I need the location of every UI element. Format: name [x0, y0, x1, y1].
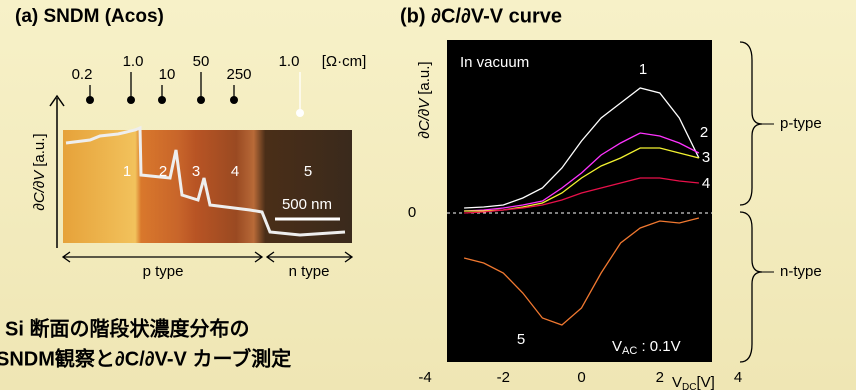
- panel-a-title: (a) SNDM (Acos): [15, 6, 164, 27]
- x-tick-label: -4: [418, 369, 431, 386]
- series-label: 2: [700, 124, 708, 141]
- pointer-dot: [158, 96, 166, 104]
- series-label: 1: [639, 61, 647, 78]
- region-label: 3: [192, 163, 200, 180]
- y-tick-label: 0: [408, 204, 416, 221]
- vac-rest: : 0.1V: [637, 338, 680, 355]
- pointer-dot: [86, 96, 94, 104]
- p-label: p type: [143, 263, 184, 280]
- y-symbol: ∂C/∂V: [31, 169, 48, 211]
- x-main: V: [672, 374, 682, 390]
- region-label: 4: [231, 163, 239, 180]
- bracket-label: p-type: [780, 115, 822, 132]
- pointer-dot: [127, 96, 135, 104]
- series-label: 5: [517, 331, 525, 348]
- resistivity-label: 50: [193, 53, 210, 70]
- n-label: n type: [289, 263, 330, 280]
- series-label: 4: [702, 175, 710, 192]
- y-unit: [a.u.]: [416, 61, 433, 94]
- x-tick-label: 0: [577, 369, 585, 386]
- pointer-dot: [296, 109, 304, 117]
- panel-a-y-label: ∂C/∂V [a.u.]: [31, 133, 48, 210]
- region-label: 5: [304, 163, 312, 180]
- y-unit: [a.u.]: [31, 133, 48, 166]
- y-symbol: ∂C/∂V: [416, 97, 433, 139]
- vac-main: V: [612, 338, 622, 355]
- bracket-label: n-type: [780, 263, 822, 280]
- chart-title: (b) ∂C/∂V-V curve: [400, 5, 562, 27]
- x-tick-label: 4: [734, 369, 742, 386]
- pointer-dot: [197, 96, 205, 104]
- caption: SNDM観察と∂C/∂V-V カーブ測定: [0, 346, 291, 370]
- caption: Si 断面の階段状濃度分布の: [5, 316, 249, 340]
- region-label: 1: [123, 163, 131, 180]
- x-unit: [V]: [696, 374, 714, 390]
- resistivity-label: 0.2: [72, 66, 93, 83]
- resistivity-label: 250: [226, 66, 251, 83]
- series-label: 3: [702, 149, 710, 166]
- resistivity-label: 1.0: [123, 53, 144, 70]
- plot-area: [447, 40, 712, 362]
- x-tick-label: -2: [497, 369, 510, 386]
- sndm-image: [63, 130, 352, 243]
- x-sub: DC: [682, 382, 696, 390]
- vac-sub: AC: [622, 345, 637, 357]
- note: In vacuum: [460, 54, 529, 71]
- chart-y-label: ∂C/∂V [a.u.]: [416, 61, 433, 138]
- scale-label: 500 nm: [282, 196, 332, 213]
- x-tick-label: 2: [656, 369, 664, 386]
- region-label: 2: [159, 163, 167, 180]
- resistivity-label: 1.0: [279, 53, 300, 70]
- resistivity-label: 10: [159, 66, 176, 83]
- slide: (a) SNDM (Acos) 500 nm p type n type ∂C/…: [0, 0, 856, 390]
- unit-label: [Ω·cm]: [322, 53, 367, 70]
- pointer-dot: [230, 96, 238, 104]
